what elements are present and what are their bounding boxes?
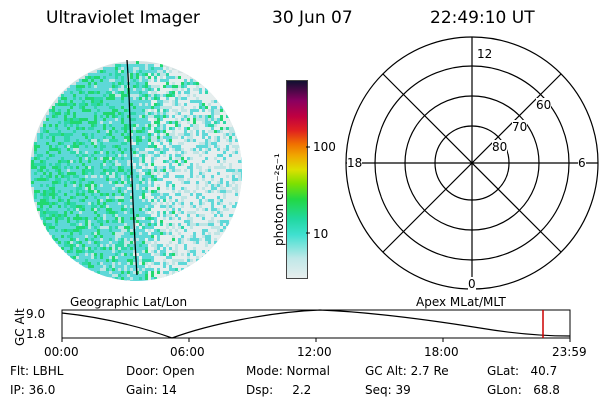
timeline-y-axis-title: GC Alt [13,308,27,346]
polar-diagonal-2 [382,73,562,253]
timeline-y-tick-max: 9.0 [26,307,46,321]
mlt-label-0: 0 [468,277,476,291]
mlt-label-6: 6 [578,156,586,170]
colorbar-tick-10: 10 [313,227,329,241]
x-tick-label-0600: 06:00 [170,345,205,359]
info-mode: Mode: Normal [246,364,330,378]
timeline-y-tick-min: 1.8 [26,327,46,341]
colorbar-tick-100: 100 [313,140,336,154]
x-tick-label-1800: 18:00 [424,345,459,359]
info-filter: Flt: LBHL [10,364,64,378]
altitude-curve [61,309,571,339]
colorbar-unit-label: photon cm⁻²s⁻¹ [272,153,286,246]
lat-label-70: 70 [512,120,528,134]
info-gain: Gain: 14 [126,383,177,397]
lat-label-60: 60 [536,98,552,112]
timeline-right-label: Apex MLat/MLT [416,295,506,309]
polar-ring-60 [374,65,570,261]
terminator-line [126,59,138,276]
info-gc-alt: GC Alt: 2.7 Re [365,364,449,378]
observation-time: 22:49:10 UT [430,8,535,28]
polar-ring-70 [404,95,540,231]
x-tick-label-0000: 00:00 [44,345,79,359]
info-glon: GLon: 68.8 [487,383,560,397]
mlt-label-18: 18 [347,156,363,170]
lat-label-80: 80 [492,140,508,154]
instrument-title: Ultraviolet Imager [46,8,200,28]
observation-date: 30 Jun 07 [272,8,353,28]
info-door: Door: Open [126,364,195,378]
polar-diagonal-1 [382,73,562,253]
colorbar [286,80,308,279]
timeline-left-label: Geographic Lat/Lon [70,295,188,309]
polar-ring-80 [434,125,510,201]
mlt-label-12: 12 [477,47,493,61]
info-glat: GLat: 40.7 [487,364,558,378]
x-tick-label-1200: 12:00 [297,345,332,359]
polar-ring-outer [345,36,599,290]
info-seq: Seq: 39 [365,383,411,397]
x-tick-label-2359: 23:59 [552,345,587,359]
info-ip: IP: 36.0 [10,383,56,397]
info-dsp: Dsp: 2.2 [246,383,312,397]
